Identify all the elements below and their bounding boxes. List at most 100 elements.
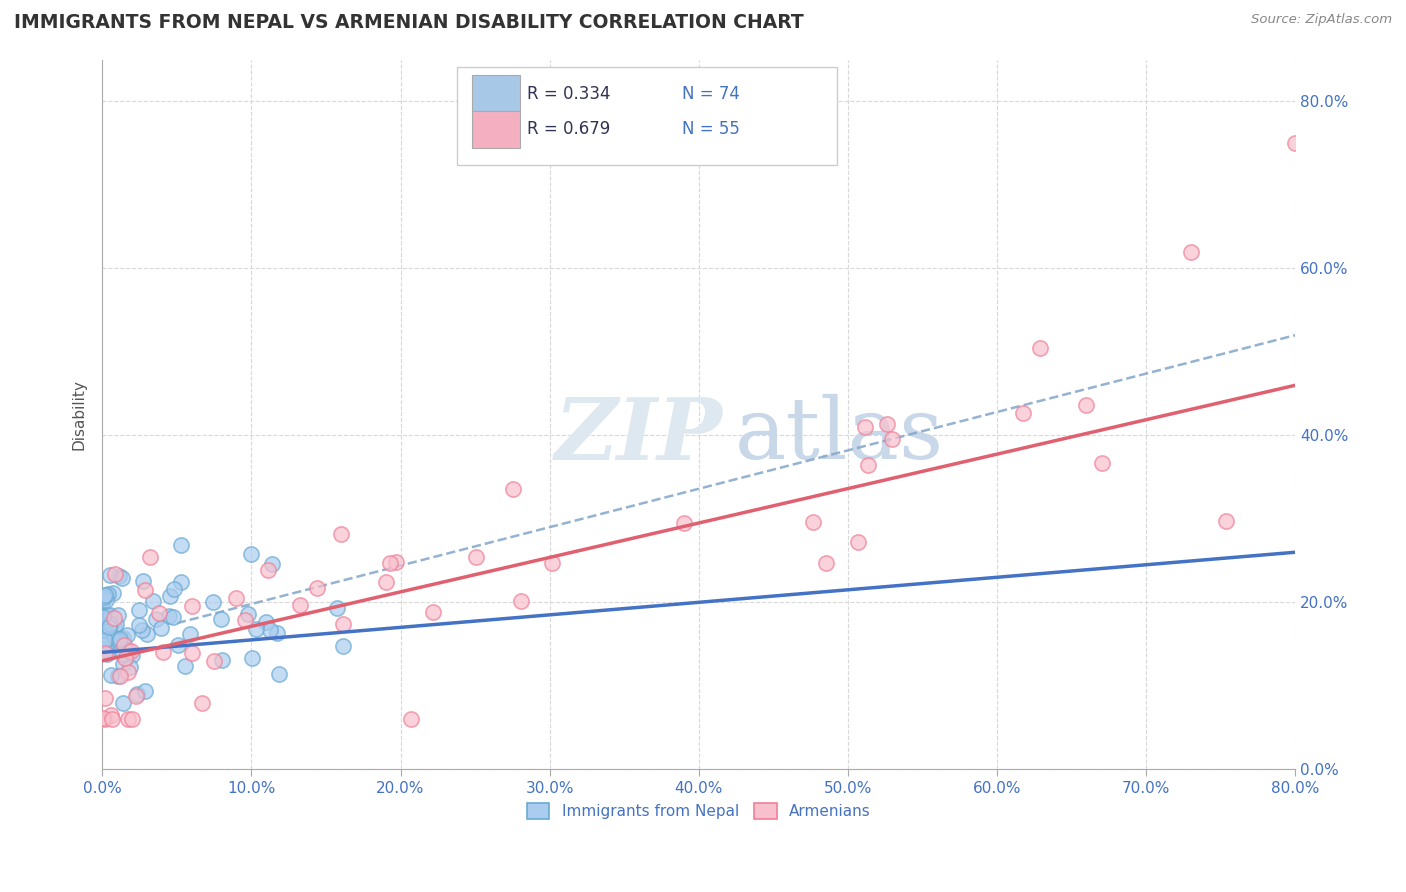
Y-axis label: Disability: Disability bbox=[72, 379, 86, 450]
Point bbox=[128, 603, 150, 617]
Point bbox=[673, 516, 696, 531]
Point bbox=[112, 696, 135, 710]
Point bbox=[104, 567, 127, 582]
Point bbox=[325, 600, 347, 615]
Point bbox=[136, 626, 159, 640]
Point bbox=[163, 582, 186, 597]
Point bbox=[93, 588, 115, 602]
Point bbox=[104, 632, 127, 646]
Point bbox=[125, 687, 148, 701]
Point bbox=[107, 608, 129, 623]
Point bbox=[856, 458, 879, 472]
Point bbox=[125, 689, 148, 703]
Point bbox=[236, 607, 259, 621]
Point bbox=[225, 591, 247, 606]
Point bbox=[134, 684, 156, 698]
Point bbox=[139, 550, 162, 565]
Point bbox=[1180, 244, 1202, 259]
Point bbox=[117, 712, 139, 726]
Point bbox=[128, 618, 150, 632]
Point bbox=[1091, 456, 1114, 470]
Point bbox=[96, 587, 118, 601]
Point bbox=[166, 638, 188, 652]
Point bbox=[121, 648, 143, 663]
Point bbox=[502, 482, 524, 496]
Point bbox=[98, 617, 121, 632]
Point bbox=[94, 691, 117, 706]
Point bbox=[93, 590, 115, 604]
Point bbox=[150, 621, 173, 635]
Point bbox=[112, 648, 135, 662]
Point bbox=[880, 432, 903, 446]
Point bbox=[108, 669, 131, 683]
Point bbox=[876, 417, 898, 431]
Point bbox=[121, 712, 143, 726]
Point bbox=[257, 563, 280, 577]
Legend: Immigrants from Nepal, Armenians: Immigrants from Nepal, Armenians bbox=[520, 797, 877, 825]
Point bbox=[233, 613, 256, 627]
Point bbox=[202, 654, 225, 668]
Point bbox=[97, 620, 120, 634]
Point bbox=[145, 612, 167, 626]
Point bbox=[174, 659, 197, 673]
Point bbox=[132, 574, 155, 588]
Point bbox=[1284, 136, 1306, 150]
Point bbox=[111, 657, 134, 672]
Point bbox=[93, 636, 115, 650]
Point bbox=[269, 667, 291, 681]
Point bbox=[100, 708, 122, 723]
Text: R = 0.334: R = 0.334 bbox=[527, 85, 610, 103]
Point bbox=[814, 556, 837, 570]
Point bbox=[245, 622, 267, 636]
Point bbox=[375, 575, 398, 590]
Point bbox=[846, 534, 869, 549]
Point bbox=[115, 628, 138, 642]
Point bbox=[117, 644, 139, 658]
Point bbox=[290, 598, 312, 612]
Point bbox=[91, 638, 114, 652]
Point bbox=[101, 631, 124, 645]
Point bbox=[191, 696, 214, 710]
Point bbox=[148, 607, 170, 621]
Point bbox=[96, 641, 118, 656]
Point bbox=[169, 575, 191, 590]
Point bbox=[104, 617, 127, 632]
Point bbox=[107, 669, 129, 683]
Point bbox=[1215, 514, 1237, 528]
Point bbox=[94, 712, 117, 726]
Point bbox=[1029, 341, 1052, 355]
Text: IMMIGRANTS FROM NEPAL VS ARMENIAN DISABILITY CORRELATION CHART: IMMIGRANTS FROM NEPAL VS ARMENIAN DISABI… bbox=[14, 13, 804, 32]
Point bbox=[91, 593, 114, 607]
Text: atlas: atlas bbox=[734, 394, 943, 477]
Point bbox=[94, 609, 117, 624]
Point bbox=[94, 588, 117, 602]
Point bbox=[114, 650, 136, 665]
Point bbox=[94, 646, 117, 660]
Point bbox=[96, 647, 118, 661]
Point bbox=[98, 608, 121, 623]
Point bbox=[103, 610, 125, 624]
Point bbox=[131, 623, 153, 637]
Point bbox=[108, 569, 131, 583]
Point bbox=[540, 556, 562, 570]
Point bbox=[385, 556, 408, 570]
Point bbox=[240, 547, 263, 561]
Point bbox=[1011, 406, 1033, 420]
Point bbox=[180, 646, 202, 660]
Point bbox=[134, 582, 156, 597]
Point bbox=[142, 594, 165, 608]
Point bbox=[120, 643, 142, 657]
Point bbox=[307, 582, 329, 596]
Point bbox=[380, 556, 402, 570]
Point bbox=[117, 665, 139, 679]
Point bbox=[254, 615, 277, 629]
Point bbox=[259, 623, 281, 637]
Point bbox=[211, 653, 233, 667]
Point bbox=[201, 595, 224, 609]
Point bbox=[179, 627, 201, 641]
Point bbox=[853, 420, 876, 434]
Point bbox=[240, 650, 263, 665]
Point bbox=[111, 631, 134, 645]
Point bbox=[169, 538, 191, 552]
Point bbox=[159, 589, 181, 603]
